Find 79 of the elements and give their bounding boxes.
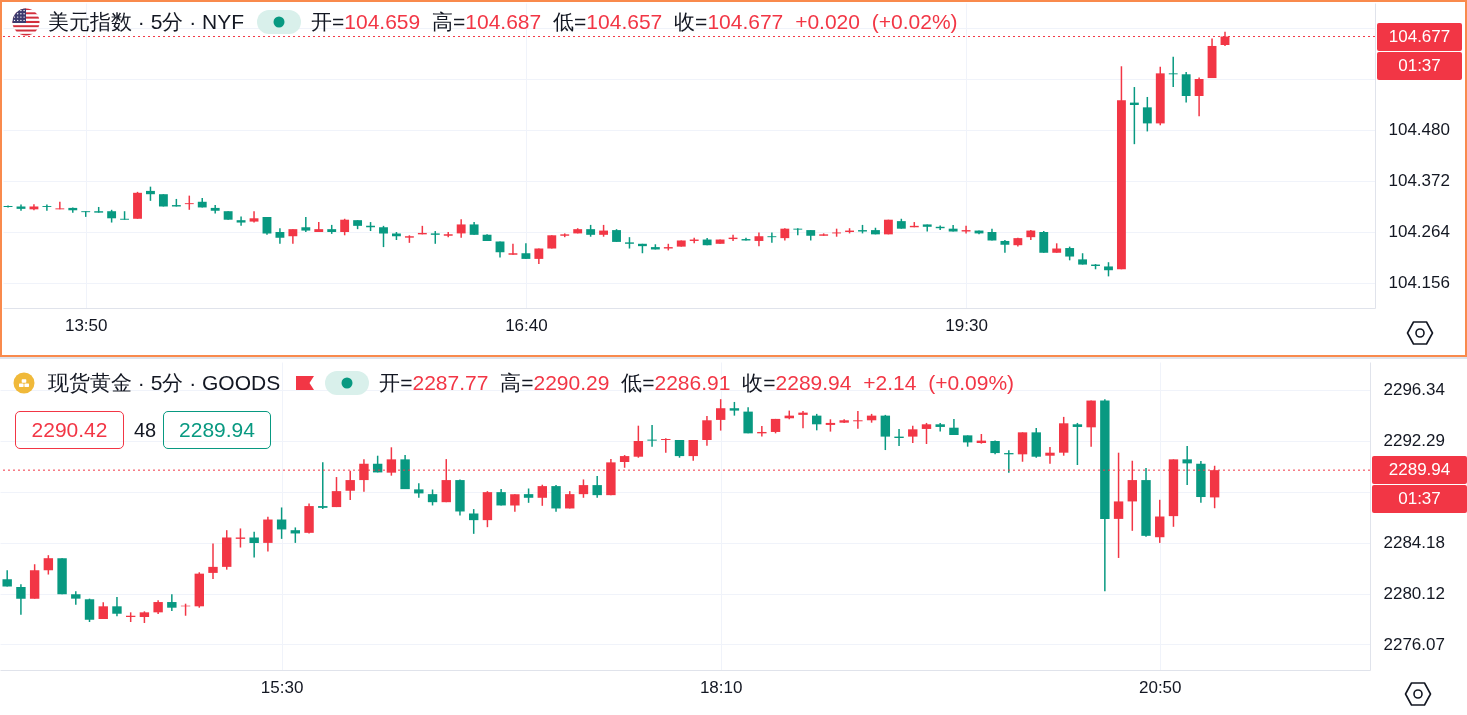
candlestick (208, 542, 218, 580)
candlestick (16, 583, 26, 616)
candlestick (1194, 76, 1204, 118)
candlestick (249, 210, 259, 224)
annotation: 2289.94 (163, 411, 271, 449)
candlestick (647, 424, 657, 448)
x-tick-label: 18:10 (699, 677, 743, 697)
y-tick-label: 2284.18 (1383, 533, 1445, 552)
candlestick (236, 215, 246, 227)
ref-line-label: 104.677 (1377, 22, 1462, 51)
text: 01:37 (1377, 51, 1462, 80)
x-tick-label: 20:50 (1138, 677, 1182, 697)
annotation: 2290.42 (15, 411, 124, 449)
candlestick (379, 225, 388, 248)
candlestick (249, 531, 259, 559)
y-tick-label: 104.156 (1388, 273, 1450, 292)
candlestick (661, 437, 671, 454)
y-tick-label: 2292.29 (1383, 431, 1445, 451)
candlestick (1182, 445, 1192, 486)
annotation: 48 (134, 418, 157, 442)
y-tick-label: 104.480 (1388, 120, 1450, 140)
text: 开=104.659 高=104.687 低=104.657 收=104.677 +0.020 (+0.02%) (311, 10, 958, 33)
candlestick (456, 218, 466, 239)
candlestick (715, 398, 726, 432)
candlestick (793, 227, 803, 237)
candlestick (1017, 431, 1028, 463)
candlestick (1181, 71, 1191, 104)
candlestick (633, 424, 644, 459)
candlestick (961, 225, 971, 235)
candlestick (508, 243, 518, 256)
y-tick-label: 2280.12 (1383, 584, 1445, 603)
candlestick (688, 439, 698, 462)
candlestick (331, 476, 342, 508)
candlestick (42, 203, 52, 212)
y-tick-label: 2276.07 (1383, 634, 1445, 654)
candlestick (43, 554, 54, 576)
y-tick-label: 104.264 (1388, 222, 1450, 242)
candlestick (235, 527, 246, 549)
candlestick (301, 216, 311, 233)
candlestick (578, 478, 589, 499)
candlestick (314, 221, 324, 233)
x-tick-label: 19:30 (945, 315, 988, 335)
candlestick (537, 483, 547, 507)
candlestick (414, 482, 424, 499)
candlestick (922, 223, 932, 233)
chart-title: 美元指数 · 5分 · NYF (48, 9, 245, 35)
candlestick (1045, 446, 1055, 465)
candlestick (1072, 422, 1083, 466)
text: 开=2287.77 高=2290.29 低=2286.91 收=2289.94 +2.14 (+0.09%) (379, 371, 1015, 394)
chart-title: 现货黄金 · 5分 · GOODS (48, 370, 281, 396)
candlestick (798, 410, 808, 430)
candlestick (71, 590, 81, 606)
candlestick (767, 231, 777, 244)
candlestick (1155, 499, 1165, 544)
candlestick (592, 475, 602, 499)
y-tick-label: 104.372 (1388, 171, 1450, 191)
y-tick-label: 2296.34 (1383, 380, 1445, 400)
candlestick (112, 596, 122, 618)
x-tick-label: 16:40 (505, 315, 548, 335)
candlestick (1039, 230, 1049, 254)
candlestick (1142, 96, 1152, 133)
candlestick (469, 508, 479, 535)
candlestick (1168, 56, 1178, 88)
x-tick-label: 15:30 (260, 677, 304, 697)
candlestick (551, 484, 561, 513)
candlestick (853, 410, 863, 430)
candlestick (1000, 239, 1010, 254)
candlestick (263, 516, 273, 553)
candlestick (935, 422, 945, 433)
candlestick (702, 415, 712, 447)
text: 01:37 (1372, 485, 1467, 514)
candlestick (210, 204, 220, 215)
x-tick-label: 13:50 (64, 315, 108, 335)
candlestick (880, 414, 891, 451)
candlestick (743, 406, 753, 435)
ref-line-label: 2289.94 (1372, 456, 1467, 485)
candlestick (318, 461, 328, 510)
candlestick (55, 201, 65, 211)
candlestick (921, 422, 932, 445)
